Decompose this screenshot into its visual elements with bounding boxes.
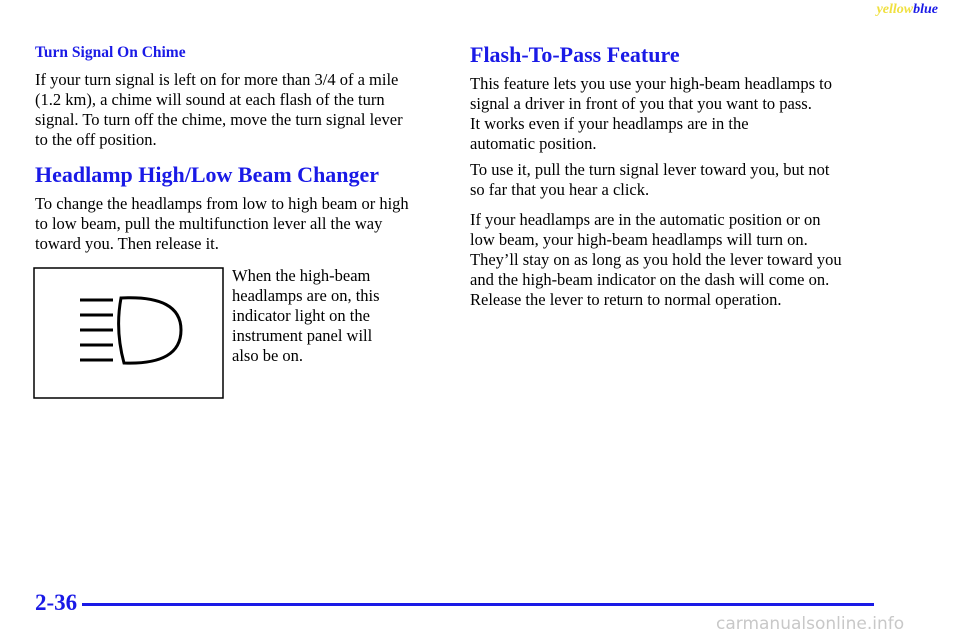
high-beam-icon bbox=[80, 296, 183, 365]
text-line: To change the headlamps from low to high… bbox=[35, 194, 409, 213]
text-line: instrument panel will bbox=[232, 326, 373, 345]
page-number: 2-36 bbox=[35, 590, 78, 615]
color-tag: yellowblue bbox=[877, 0, 938, 18]
text-line: This feature lets you use your high-beam… bbox=[470, 74, 832, 93]
text-line: They’ll stay on as long as you hold the … bbox=[470, 250, 842, 269]
text-line: to low beam, pull the multifunction leve… bbox=[35, 214, 383, 233]
text-line: (1.2 km), a chime will sound at each fla… bbox=[35, 90, 385, 109]
figure-caption: When the high-beam headlamps are on, this… bbox=[232, 266, 380, 366]
text-line: To use it, pull the turn signal lever to… bbox=[470, 160, 830, 179]
paragraph: This feature lets you use your high-beam… bbox=[470, 74, 832, 154]
paragraph: If your turn signal is left on for more … bbox=[35, 70, 403, 150]
text-line: headlamps are on, this bbox=[232, 286, 380, 305]
text-line: automatic position. bbox=[470, 134, 597, 153]
tag-yellow: yellow bbox=[876, 2, 914, 17]
subheading: Turn Signal On Chime bbox=[35, 44, 186, 61]
text-line: If your turn signal is left on for more … bbox=[35, 70, 399, 89]
text-line: indicator light on the bbox=[232, 306, 370, 325]
indicator-figure bbox=[33, 267, 224, 399]
paragraph: To change the headlamps from low to high… bbox=[35, 194, 409, 254]
paragraph: If your headlamps are in the automatic p… bbox=[470, 210, 842, 310]
text-line: signal a driver in front of you that you… bbox=[470, 94, 812, 113]
text-line: low beam, your high-beam headlamps will … bbox=[470, 230, 808, 249]
figure-frame bbox=[33, 267, 224, 399]
text-line: signal. To turn off the chime, move the … bbox=[35, 110, 403, 129]
text-line: It works even if your headlamps are in t… bbox=[470, 114, 749, 133]
text-line: When the high-beam bbox=[232, 266, 371, 285]
heading: Headlamp High/Low Beam Changer bbox=[35, 162, 380, 187]
text-line: and the high-beam indicator on the dash … bbox=[470, 270, 830, 289]
text-line: Release the lever to return to normal op… bbox=[470, 290, 782, 309]
text-line: to the off position. bbox=[35, 130, 157, 149]
text-line: so far that you hear a click. bbox=[470, 180, 650, 199]
text-line: also be on. bbox=[232, 346, 304, 365]
text-line: toward you. Then release it. bbox=[35, 234, 219, 253]
paragraph: To use it, pull the turn signal lever to… bbox=[470, 160, 830, 200]
watermark: carmanualsonline.info bbox=[716, 614, 905, 634]
heading: Flash-To-Pass Feature bbox=[470, 42, 680, 67]
text-line: If your headlamps are in the automatic p… bbox=[470, 210, 821, 229]
footer-rule bbox=[82, 603, 874, 606]
tag-blue: blue bbox=[913, 2, 938, 17]
